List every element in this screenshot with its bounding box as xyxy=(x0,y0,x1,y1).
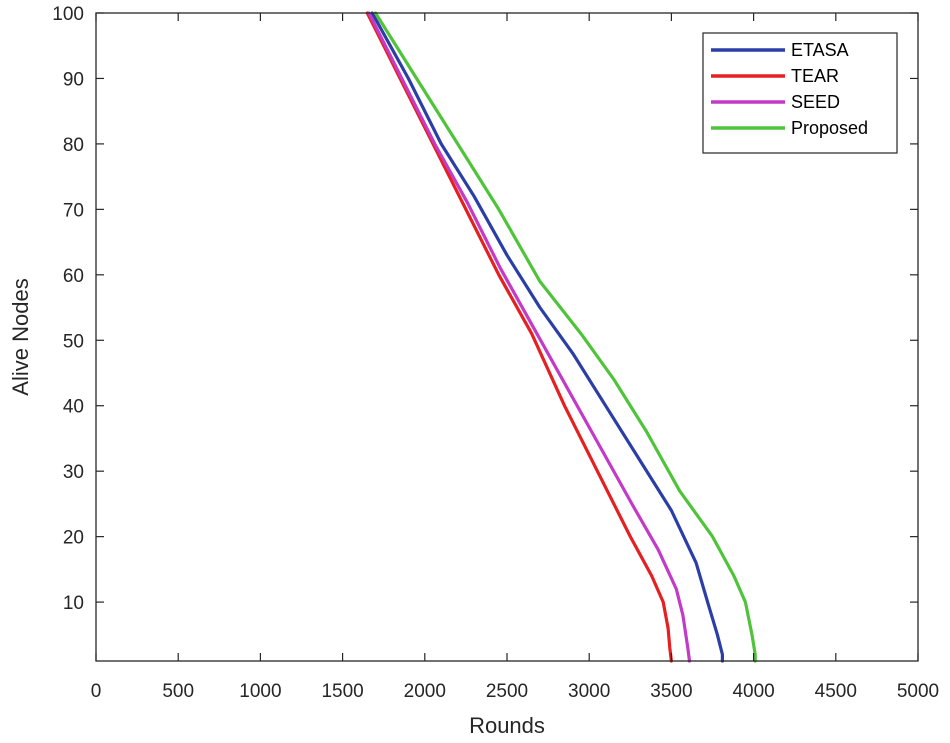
x-tick-label: 4500 xyxy=(815,681,857,702)
y-tick-label: 70 xyxy=(63,200,84,221)
y-axis-title: Alive Nodes xyxy=(8,278,33,395)
y-tick-label: 80 xyxy=(63,135,84,156)
x-tick-label: 3000 xyxy=(568,681,610,702)
ticks-layer: 0 500 1000 1500 2000 2500 3000 3500 4000 4500 5000… xyxy=(52,4,939,702)
legend: ETASA TEAR SEED Proposed xyxy=(702,32,898,154)
plot-frame xyxy=(95,12,919,662)
x-tick-label: 2500 xyxy=(486,681,528,702)
series-line-proposed xyxy=(373,11,757,663)
y-tick-label: 50 xyxy=(63,331,84,352)
legend-label-etasa: ETASA xyxy=(791,40,849,60)
legend-label-tear: TEAR xyxy=(791,66,839,86)
x-tick-label: 3500 xyxy=(650,681,692,702)
series-line-seed xyxy=(367,11,692,663)
series-layer xyxy=(365,11,757,663)
legend-label-seed: SEED xyxy=(791,92,840,112)
x-tick-label: 500 xyxy=(162,681,194,702)
y-tick-label: 20 xyxy=(63,528,84,549)
y-tick-label: 100 xyxy=(52,4,84,25)
y-tick-label: 60 xyxy=(63,266,84,287)
series-line-tear xyxy=(365,11,674,663)
y-tick-label: 40 xyxy=(63,397,84,418)
series-line-etasa xyxy=(370,11,725,663)
x-tick-label: 2000 xyxy=(404,681,446,702)
x-tick-label: 4000 xyxy=(732,681,774,702)
x-tick-label: 5000 xyxy=(897,681,939,702)
legend-label-proposed: Proposed xyxy=(791,118,868,138)
y-tick-label: 30 xyxy=(63,462,84,483)
legend-box xyxy=(702,32,898,154)
x-tick-label: 0 xyxy=(91,681,102,702)
x-axis-title: Rounds xyxy=(469,713,545,738)
y-tick-label: 10 xyxy=(63,593,84,614)
y-tick-label: 90 xyxy=(63,69,84,90)
x-tick-label: 1500 xyxy=(321,681,363,702)
x-tick-label: 1000 xyxy=(239,681,281,702)
